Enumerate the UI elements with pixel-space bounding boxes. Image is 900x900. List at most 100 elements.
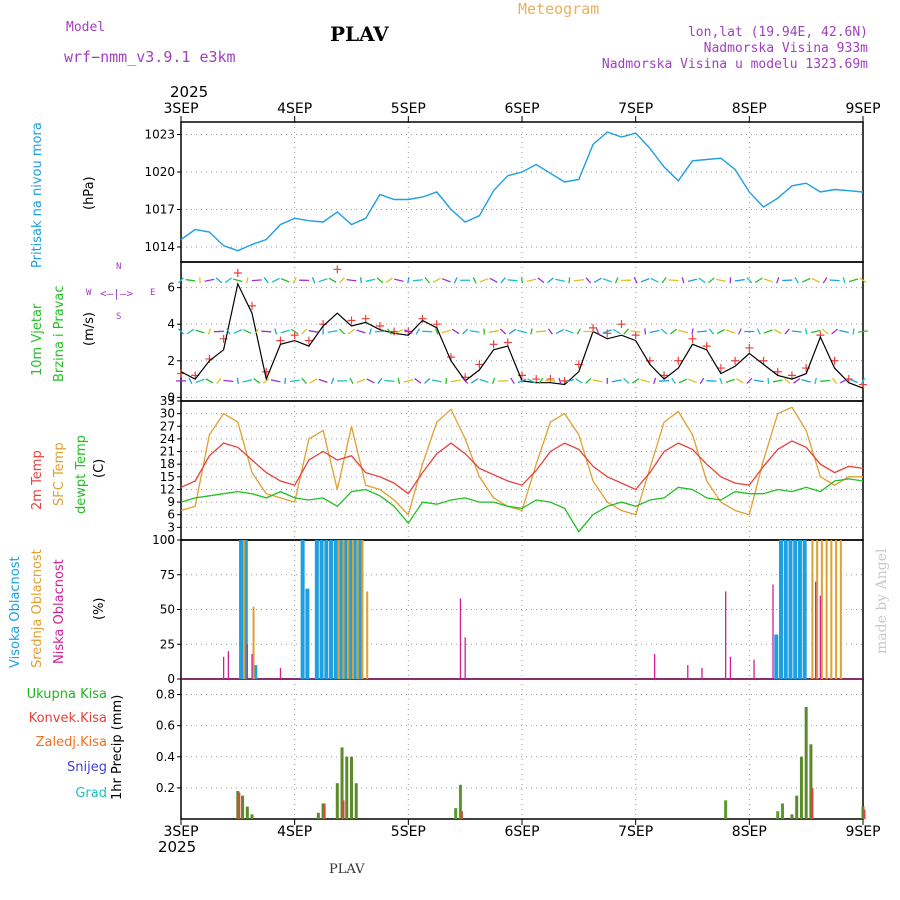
conv-precip-bar	[238, 792, 241, 819]
gust-marker	[361, 314, 370, 323]
footer-station: PLAV	[329, 862, 365, 877]
wind-arrow	[754, 277, 763, 283]
wind-arrow	[328, 277, 337, 283]
mid-cloud-bar	[342, 540, 345, 679]
wind-arrow	[195, 378, 205, 384]
low-cloud-bar	[653, 653, 656, 679]
wind-arrow	[205, 378, 214, 384]
y-tick-label: 1017	[144, 203, 175, 217]
wind-arrow	[746, 377, 753, 384]
wind-arrow	[397, 377, 401, 385]
compass-arrows-icon: <—|—>	[100, 287, 134, 300]
gust-marker	[248, 301, 257, 310]
mid-cloud-bar	[820, 540, 823, 679]
compass-e-label: E	[150, 288, 156, 298]
wind-arrow	[623, 377, 630, 384]
total-precip-bar	[245, 806, 249, 819]
wind-arrow	[688, 378, 697, 384]
gust-marker	[532, 375, 541, 384]
day-label-bottom: 9SEP	[845, 824, 880, 840]
wind-arrow	[368, 328, 372, 335]
low-cloud-bar	[701, 667, 703, 679]
wind-arrow	[271, 277, 280, 283]
wind-arrow	[507, 279, 518, 282]
conv-precip-bar	[323, 803, 326, 819]
day-label-bottom: 3SEP	[163, 824, 198, 840]
wind-arrow	[860, 377, 866, 385]
mid-cloud-bar	[825, 540, 828, 679]
high-cloud-bar	[243, 540, 248, 679]
day-label-top: 4SEP	[277, 101, 312, 117]
wind-arrow	[339, 277, 345, 284]
y-tick-label: 4	[167, 317, 175, 331]
wind-arrow	[719, 377, 723, 385]
total-precip-bar	[335, 783, 339, 819]
mid-cloud-bar	[366, 591, 369, 679]
year-top: 2025	[170, 83, 209, 101]
low-cloud-bar	[222, 656, 225, 679]
y-tick-label: 0.8	[156, 688, 175, 702]
wind-arrow	[602, 329, 612, 334]
mid-cloud-bar	[356, 540, 359, 679]
wind-arrow	[508, 328, 517, 335]
total-precip-bar	[250, 814, 254, 819]
wind-arrow	[290, 328, 299, 335]
wind-arrow	[558, 377, 562, 385]
y-tick-label: 0	[167, 672, 175, 686]
wind-arrow	[441, 278, 451, 283]
wind-arrow	[284, 377, 287, 384]
wind-arrow	[412, 279, 423, 282]
wind-arrow	[660, 328, 668, 335]
wind-arrow	[488, 329, 499, 334]
gust-marker	[745, 343, 754, 352]
low-cloud-bar	[251, 653, 253, 679]
wind-arrow	[678, 329, 688, 334]
wind-arrow	[280, 278, 290, 283]
wind-arrow	[725, 329, 735, 334]
gust-marker	[347, 316, 356, 325]
wind-arrow	[479, 278, 489, 283]
high-cloud-bar	[783, 540, 788, 679]
total-precip-bar	[780, 803, 784, 819]
high-cloud-bar	[314, 540, 319, 679]
low-cloud-bar	[814, 581, 817, 679]
wind-arrow	[670, 328, 678, 335]
wind-arrow	[776, 277, 780, 284]
wind-arrow	[668, 279, 679, 282]
wind-arrow	[822, 277, 828, 284]
wind-arrow	[753, 379, 764, 383]
high-cloud-bar	[778, 540, 783, 679]
wind-arrow	[451, 328, 460, 335]
wind-arrow	[820, 379, 831, 382]
wind-arrow	[510, 377, 515, 385]
wind-arrow	[462, 377, 469, 384]
wind-arrow	[535, 330, 546, 333]
y-tick-label: 2	[167, 354, 175, 368]
wind-arrow	[349, 377, 354, 385]
wind-arrow	[308, 330, 319, 333]
y-tick-label: 24	[160, 432, 175, 446]
wind-arrow	[791, 330, 802, 333]
wind-arrow	[805, 328, 808, 335]
gust-marker	[773, 367, 782, 376]
wind-arrow	[376, 277, 384, 284]
wind-arrow	[829, 279, 840, 282]
day-label-top: 8SEP	[732, 101, 767, 117]
y-tick-label: 3	[167, 520, 175, 534]
wind-arrow	[783, 377, 791, 384]
wind-arrow	[839, 378, 849, 384]
y-tick-label: 0.4	[156, 750, 175, 764]
wind-arrow	[226, 328, 231, 335]
day-label-bottom: 8SEP	[732, 824, 767, 840]
wind-arrow	[385, 277, 393, 284]
t2m-line	[180, 440, 864, 495]
legend-snow: Snijeg	[67, 760, 107, 775]
wind-arrow	[469, 330, 480, 333]
wind-arrow	[309, 378, 318, 384]
y-tick-label: 100	[152, 533, 175, 547]
y-tick-label: 50	[160, 603, 175, 617]
wind-arrow	[178, 277, 184, 284]
wind-arrow	[359, 277, 362, 284]
high-cloud-bar	[329, 540, 334, 679]
day-label-bottom: 7SEP	[618, 824, 653, 840]
